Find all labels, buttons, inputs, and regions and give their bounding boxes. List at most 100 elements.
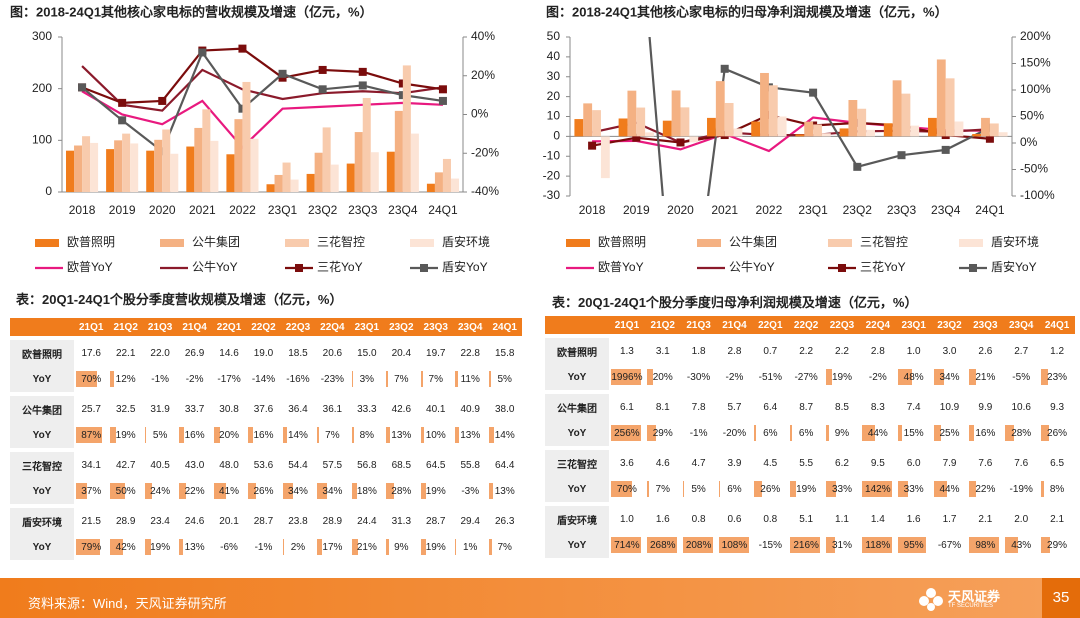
data-bar — [718, 537, 749, 553]
cell: 29.4 — [452, 504, 488, 534]
cell-text: 1.7 — [942, 513, 957, 525]
bar — [426, 183, 435, 192]
cell-text: 26.9 — [184, 347, 205, 359]
cell: 6.4 — [752, 390, 789, 420]
cell-text: 57.5 — [322, 459, 343, 471]
cell: 41% — [212, 478, 246, 506]
y-tick-label: 40 — [547, 49, 561, 63]
header-cell: 23Q3 — [967, 316, 1004, 336]
cell: 1.8 — [680, 334, 717, 364]
data-bar — [1041, 369, 1049, 385]
cell: 31.3 — [384, 504, 419, 534]
cell: 24% — [143, 478, 177, 506]
legend-label: 盾安YoY — [442, 259, 488, 274]
cell-text: 21.5 — [81, 515, 101, 527]
cell-text: 14.6 — [219, 347, 239, 359]
cell-text: -1% — [689, 427, 708, 439]
cell-text: 68.5 — [391, 459, 412, 471]
cell-text: 34% — [322, 485, 343, 497]
cell-text: -2% — [185, 373, 204, 385]
cell-text: 33% — [903, 483, 924, 495]
cell: 1.7 — [931, 502, 968, 532]
data-bar — [351, 371, 353, 387]
cell: 17.6 — [74, 336, 109, 366]
row-label: YoY — [545, 532, 609, 558]
legend-label: 欧普YoY — [598, 260, 644, 274]
cell: 28.9 — [108, 504, 143, 534]
cell-text: 7% — [655, 483, 670, 495]
cell-text: 5% — [691, 483, 706, 495]
x-tick-label: 2020 — [149, 203, 176, 217]
cell: 34.1 — [74, 448, 109, 478]
bar — [795, 134, 805, 137]
header-cell: 24Q1 — [487, 318, 522, 338]
cell: 34% — [281, 478, 315, 506]
cell-text: 4.7 — [691, 457, 706, 469]
data-bar — [386, 427, 390, 443]
cell: 19.0 — [246, 336, 281, 366]
cell-text: 44% — [939, 483, 960, 495]
cell: 34% — [315, 478, 349, 506]
cell-text: 37.6 — [253, 403, 274, 415]
cell-text: 3.9 — [727, 457, 742, 469]
data-bar — [969, 369, 976, 385]
cell-text: 9% — [834, 427, 850, 439]
cell: 1.3 — [609, 334, 645, 364]
cell: 29% — [645, 420, 681, 448]
cell-text: 1996% — [611, 371, 643, 383]
cell: 3.1 — [644, 334, 681, 364]
table: 21Q1 21Q2 21Q3 21Q4 22Q1 22Q2 22Q3 22Q4 23Q1 23Q2… — [10, 318, 522, 560]
cell-text: 108% — [721, 539, 748, 551]
bar — [724, 102, 734, 137]
cell-text: 0.8 — [691, 513, 706, 525]
marker — [238, 44, 247, 53]
cell-text: 8.5 — [835, 401, 849, 413]
cell: -2% — [717, 364, 753, 392]
cell: 8.3 — [859, 390, 896, 420]
bar — [194, 127, 203, 192]
cell-text: 14% — [287, 429, 308, 441]
logo-icon — [919, 588, 943, 611]
cell: -16% — [281, 366, 315, 394]
cell-text: 7% — [497, 541, 512, 553]
cell: 208% — [681, 532, 717, 558]
cell: 6.0 — [895, 446, 932, 476]
row: 公牛集团 6.1 8.1 7.8 5.7 6.4 8.7 8.5 8.3 7.4 10.9 9.9 10… — [545, 390, 1075, 420]
cell: 38.0 — [487, 392, 522, 422]
cell: 44% — [860, 420, 896, 448]
cell-text: 48% — [903, 371, 924, 383]
bar — [662, 120, 672, 137]
x-tick-label: 23Q2 — [308, 203, 338, 217]
cell-text: 7% — [394, 373, 409, 385]
charts: 图：2018-24Q1其他核心家电标的营收规模及增速（亿元，%） 图：2018-… — [10, 4, 1055, 274]
cell-text: 70% — [81, 373, 102, 385]
row-label: YoY — [545, 420, 609, 448]
cell-text: 26% — [253, 485, 274, 497]
row-label: 盾安环境 — [545, 502, 609, 532]
cell-text: 20% — [219, 429, 240, 441]
cell: 23.4 — [142, 504, 178, 534]
line — [81, 47, 444, 104]
cell: 6% — [717, 476, 753, 504]
cell-text: 41% — [219, 485, 240, 497]
cell-text: 31.9 — [150, 403, 170, 415]
cell: 22% — [967, 476, 1003, 504]
cell: 37.6 — [246, 392, 281, 422]
bar — [74, 145, 83, 192]
cell-text: 34% — [287, 485, 308, 497]
cell-text: 40.1 — [426, 403, 446, 415]
marker — [438, 96, 447, 105]
cell-text: 42.6 — [391, 403, 412, 415]
y-tick-label: 30 — [547, 69, 561, 83]
bar — [733, 128, 743, 137]
cell: 7.9 — [931, 446, 968, 476]
data-bar — [351, 539, 358, 555]
cell-text: 12% — [115, 373, 136, 385]
bar — [821, 133, 831, 137]
cell-text: 9.9 — [978, 401, 993, 413]
cell: 40.9 — [452, 392, 488, 422]
bar — [226, 154, 235, 192]
cell-text: 42.7 — [115, 459, 136, 471]
bar — [234, 119, 243, 192]
